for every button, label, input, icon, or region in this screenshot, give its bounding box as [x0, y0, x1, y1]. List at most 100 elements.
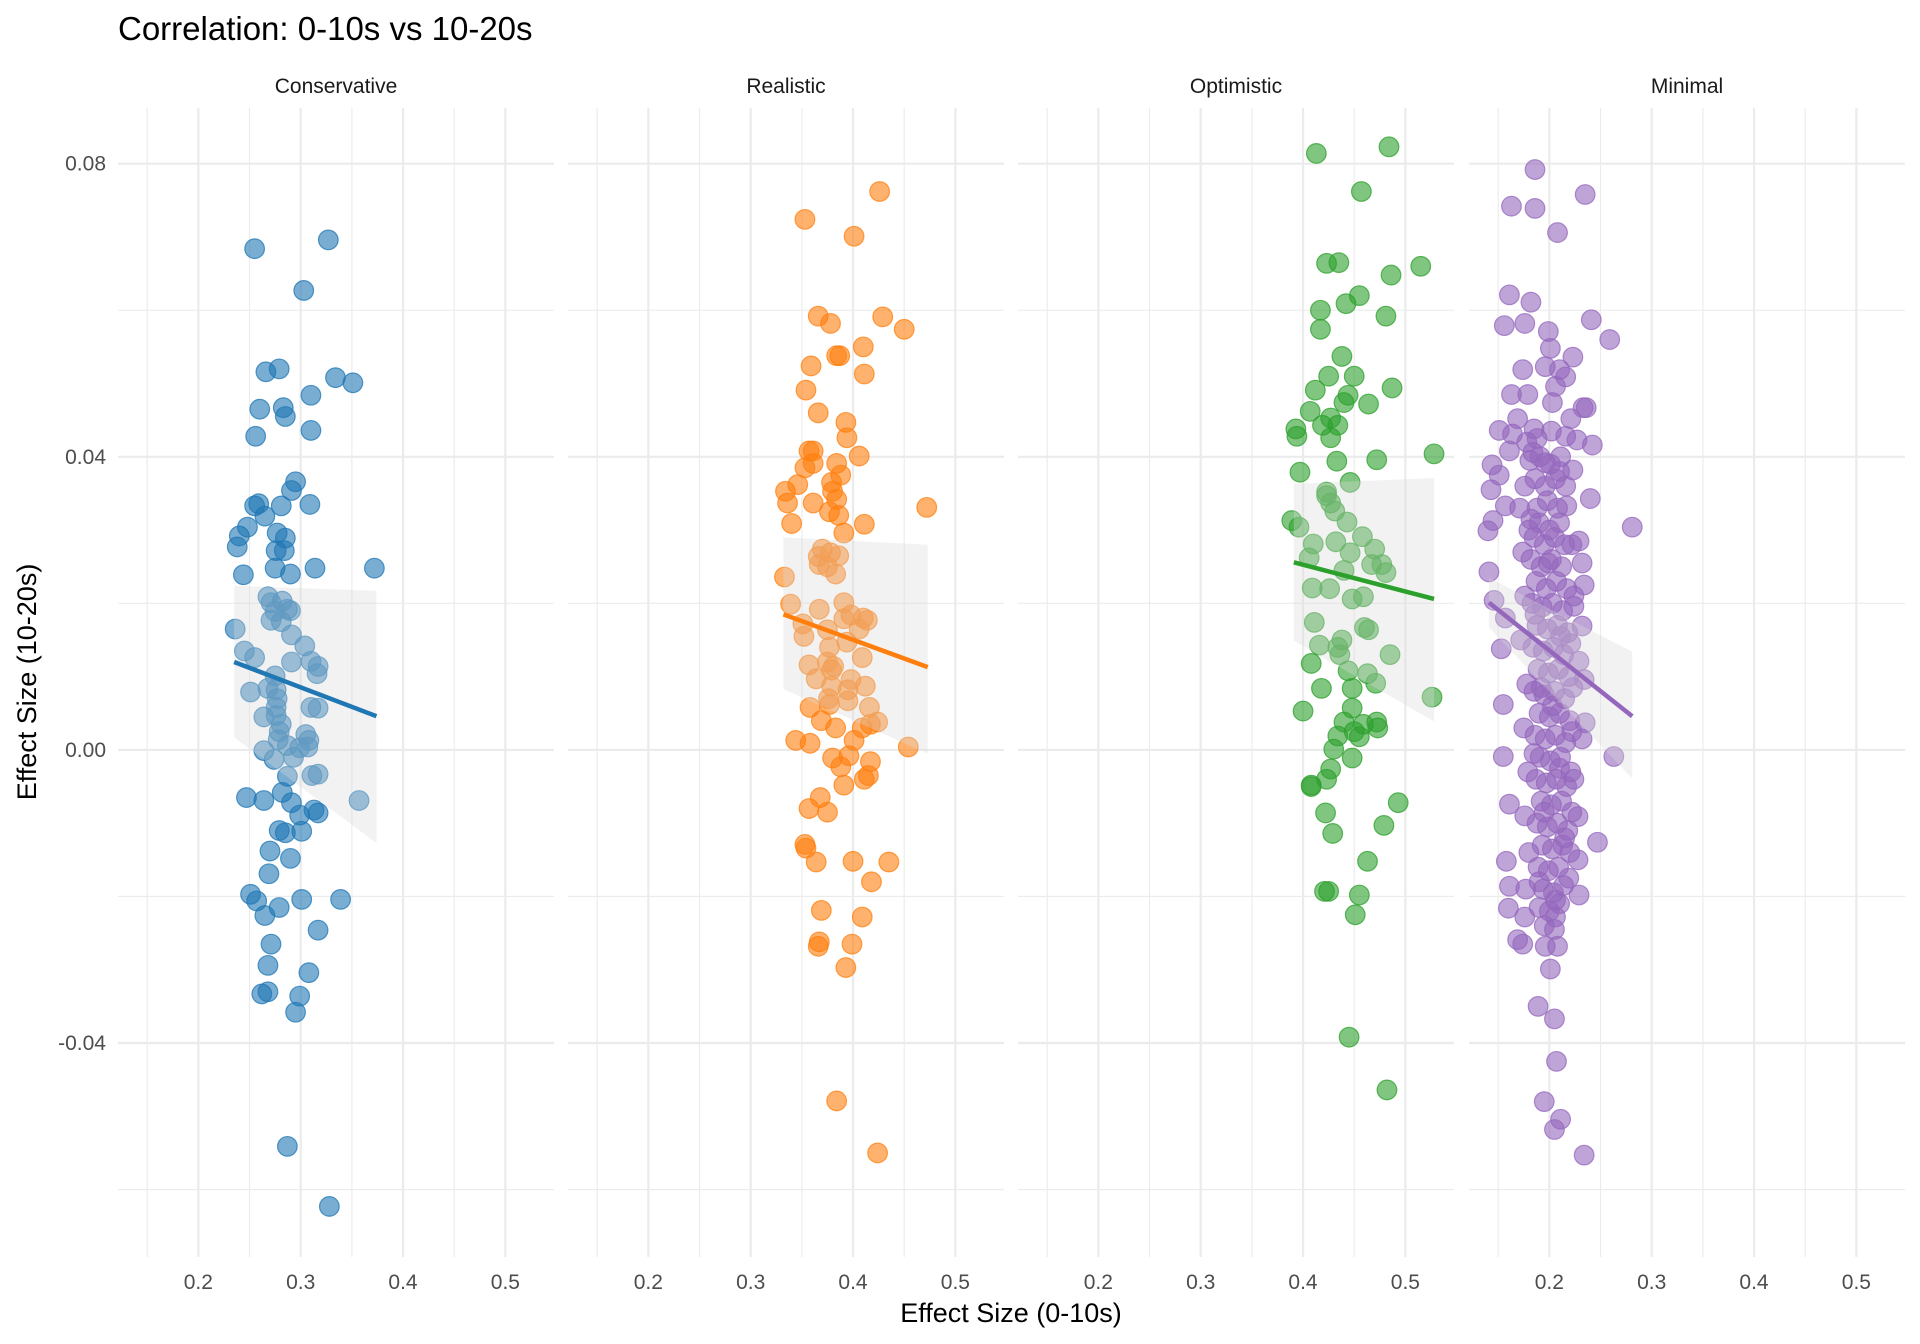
data-point — [781, 513, 803, 534]
trend-line — [782, 612, 929, 670]
data-point — [1524, 159, 1546, 180]
data-point — [240, 681, 261, 703]
data-point — [1303, 612, 1325, 633]
data-point — [853, 363, 875, 385]
data-point — [1320, 427, 1342, 449]
data-point — [1539, 337, 1561, 359]
data-point — [1328, 252, 1350, 274]
x-tick-label: 0.2 — [184, 1271, 213, 1294]
data-point — [1575, 397, 1597, 419]
data-point — [878, 851, 900, 873]
data-point — [1579, 488, 1601, 509]
data-point — [893, 318, 915, 340]
data-point — [817, 801, 838, 823]
data-point — [1288, 516, 1310, 538]
data-point — [1331, 346, 1353, 367]
data-point — [1300, 774, 1322, 796]
data-point — [780, 593, 802, 615]
data-point — [1547, 497, 1568, 519]
data-point — [297, 736, 319, 758]
data-point — [348, 790, 370, 811]
data-point — [1339, 472, 1361, 493]
data-point — [1499, 793, 1520, 815]
data-point — [1341, 747, 1363, 769]
data-point — [848, 445, 870, 467]
facet-label-realistic: Realistic — [746, 75, 825, 98]
data-point — [1574, 184, 1596, 205]
data-point — [1365, 672, 1387, 694]
data-point — [1304, 379, 1326, 401]
facet-label-optimistic: Optimistic — [1190, 75, 1282, 98]
data-point — [800, 355, 822, 377]
data-point — [273, 540, 295, 561]
data-point — [1376, 1079, 1398, 1101]
confidence-ribbon — [234, 585, 377, 843]
data-point — [802, 452, 824, 474]
data-point — [861, 871, 882, 893]
x-tick-label: 0.3 — [286, 1271, 315, 1294]
x-tick-label: 0.4 — [838, 1271, 868, 1294]
data-point — [1517, 384, 1539, 405]
data-point — [1492, 694, 1514, 715]
data-point — [1379, 644, 1401, 666]
data-point — [1353, 586, 1374, 608]
data-point — [270, 495, 292, 517]
data-point — [1514, 805, 1536, 827]
data-point — [808, 598, 830, 620]
data-point — [1527, 995, 1549, 1017]
points-conservative — [224, 229, 385, 1217]
data-point — [1336, 511, 1358, 533]
data-point — [283, 746, 304, 768]
data-point — [848, 618, 870, 640]
data-point — [1514, 906, 1536, 928]
data-point — [342, 372, 364, 394]
data-point — [1530, 677, 1552, 699]
data-point — [1533, 1091, 1555, 1113]
data-point — [330, 889, 352, 910]
data-point — [307, 697, 329, 719]
x-tick-label: 0.5 — [1391, 1271, 1420, 1294]
data-point — [257, 954, 279, 976]
data-point — [843, 225, 865, 247]
data-point — [1520, 291, 1542, 313]
data-point — [245, 425, 267, 447]
data-point — [1513, 717, 1535, 739]
data-point — [293, 280, 315, 301]
data-point — [258, 863, 280, 885]
data-point — [807, 935, 829, 957]
data-point — [232, 564, 254, 586]
data-point — [1544, 919, 1565, 940]
data-point — [317, 229, 339, 251]
panel-minimal: Minimal 0.2 0.3 0.4 0.5 — [1469, 75, 1905, 1294]
data-point — [869, 181, 891, 202]
trend-line — [1293, 560, 1435, 602]
gridlines — [1018, 108, 1454, 1257]
data-point — [254, 505, 276, 527]
data-point — [828, 505, 850, 526]
data-point — [1562, 346, 1584, 368]
data-point — [257, 981, 279, 1003]
data-point — [1305, 143, 1327, 164]
data-point — [1542, 392, 1563, 413]
data-point — [793, 625, 815, 647]
data-point — [1555, 475, 1577, 497]
data-point — [853, 768, 875, 790]
data-point — [1501, 195, 1522, 217]
x-tick-label: 0.3 — [736, 1271, 765, 1294]
data-point — [1423, 443, 1445, 465]
data-point — [1378, 136, 1400, 158]
data-point — [1387, 792, 1409, 814]
x-tick-label: 0.2 — [1535, 1271, 1564, 1294]
trend-line — [233, 659, 378, 719]
data-point — [1286, 425, 1308, 447]
data-point — [1537, 552, 1559, 574]
data-point — [825, 717, 847, 739]
data-point — [1344, 904, 1366, 926]
data-point — [1478, 561, 1500, 583]
data-point — [1621, 516, 1643, 538]
data-point — [1338, 1026, 1360, 1048]
data-point — [226, 536, 248, 558]
data-point — [1499, 440, 1520, 462]
data-point — [872, 306, 894, 328]
